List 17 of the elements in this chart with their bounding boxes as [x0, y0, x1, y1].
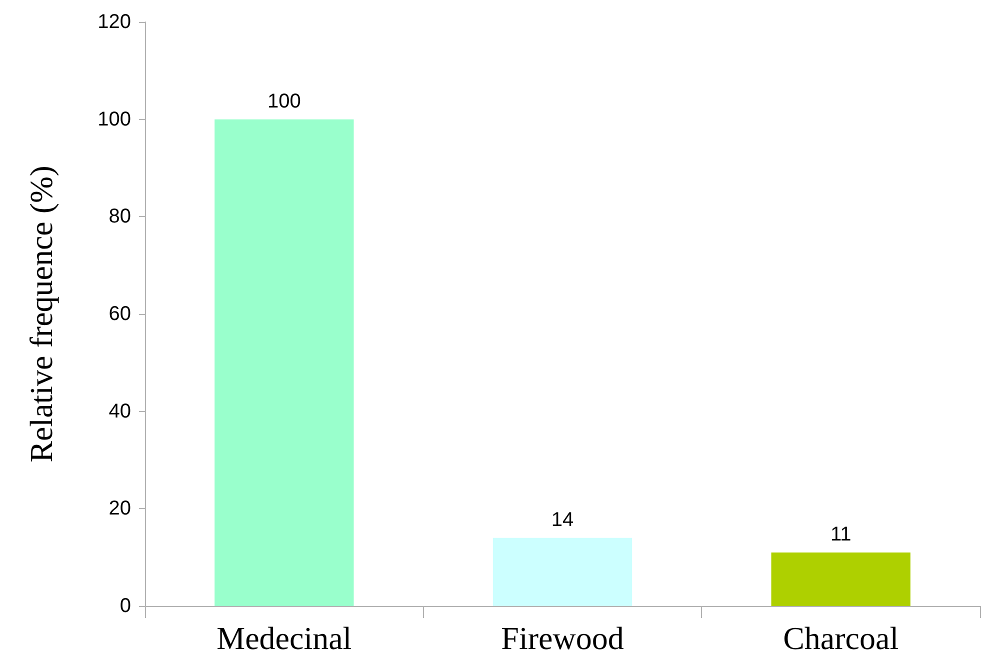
bar [771, 552, 910, 606]
y-tick-label: 80 [108, 206, 131, 228]
y-tick-label: 20 [108, 498, 131, 520]
bar [492, 538, 632, 606]
x-tick-label: Medecinal [216, 620, 352, 656]
y-tick-label: 100 [98, 108, 131, 130]
x-tick-label: Firewood [501, 620, 624, 656]
y-tick-label: 120 [98, 11, 131, 33]
y-tick-label: 40 [108, 400, 131, 422]
data-label: 11 [830, 523, 852, 546]
y-tick-label: 60 [108, 303, 131, 325]
data-label: 14 [551, 508, 574, 531]
bar [214, 119, 354, 606]
x-tick-label: Charcoal [783, 620, 899, 656]
data-label: 100 [267, 90, 301, 112]
y-axis-title: Relative frequence (%) [23, 166, 59, 462]
y-tick-label: 0 [120, 595, 131, 617]
